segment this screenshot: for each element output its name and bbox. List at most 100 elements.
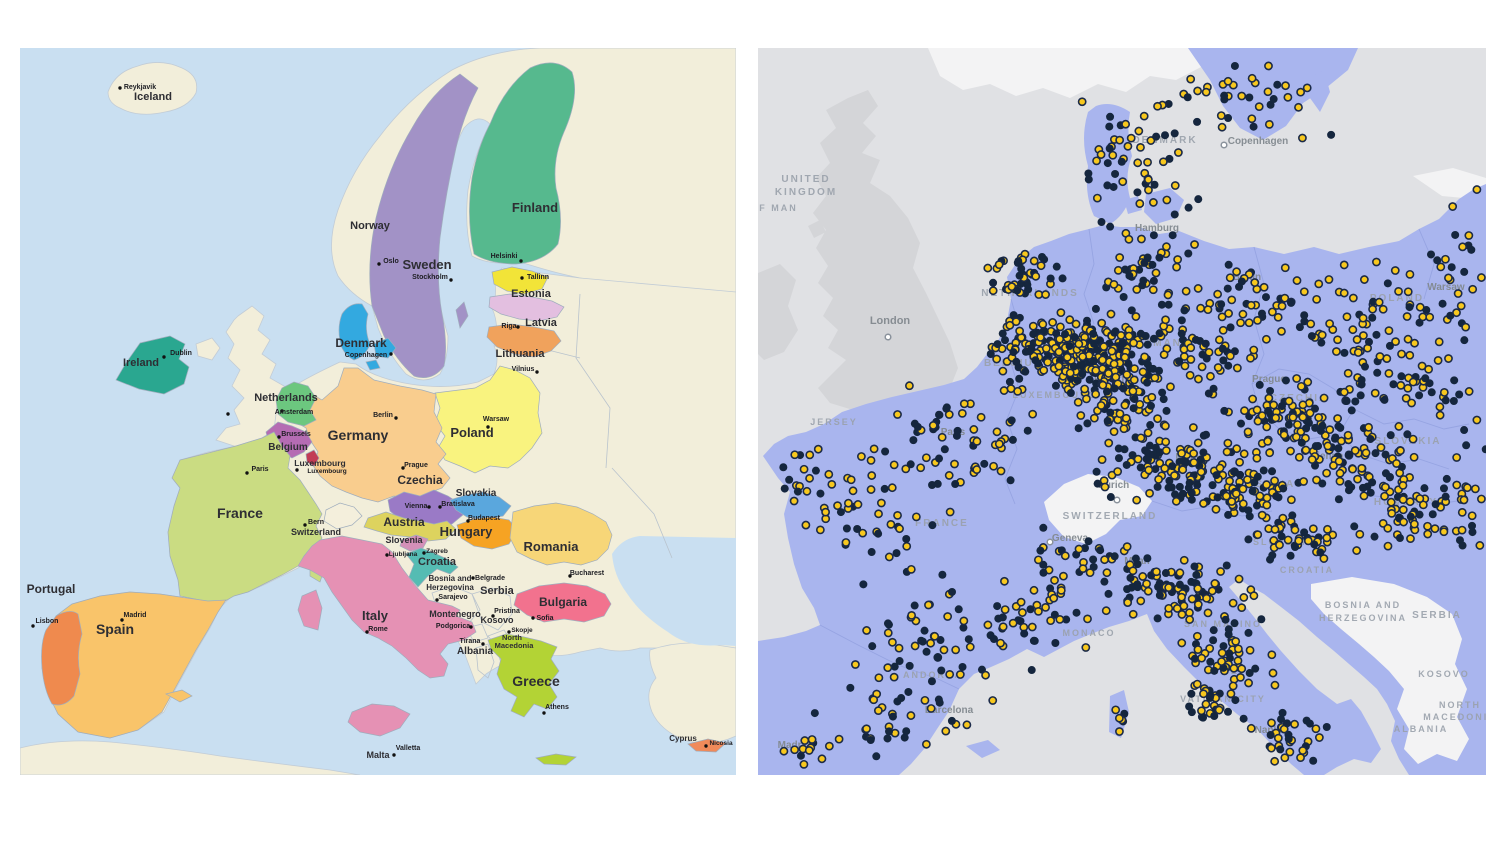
data-point-navy <box>1164 300 1173 309</box>
data-point-yellow <box>1194 374 1203 384</box>
data-point-yellow <box>1243 427 1253 437</box>
data-point-yellow <box>1406 534 1415 544</box>
data-point-yellow <box>1138 367 1148 377</box>
data-point-navy <box>1096 546 1105 555</box>
capital-label-greece: Athens <box>545 704 569 711</box>
data-point-navy <box>1291 542 1300 551</box>
data-point-yellow <box>910 641 920 651</box>
data-point-navy <box>1231 696 1240 705</box>
data-point-navy <box>1244 628 1253 637</box>
data-point-navy <box>1170 210 1179 219</box>
capital-dot-luxembourg <box>295 468 299 472</box>
data-point-yellow <box>1325 425 1335 435</box>
data-point-navy <box>1103 416 1112 425</box>
data-point-navy <box>1212 471 1221 480</box>
data-point-yellow <box>1247 73 1257 83</box>
data-point-navy <box>1244 535 1253 544</box>
data-point-yellow <box>1286 446 1295 456</box>
data-point-yellow <box>1378 304 1388 314</box>
data-point-yellow <box>1128 609 1138 619</box>
data-point-navy <box>1084 537 1093 546</box>
data-point-navy <box>1091 304 1100 313</box>
capital-label-netherlands: Amsterdam <box>275 409 314 416</box>
data-point-yellow <box>1270 525 1280 534</box>
data-point-navy <box>1145 441 1154 450</box>
data-point-navy <box>1268 467 1277 476</box>
data-point-yellow <box>1229 663 1239 673</box>
city-label-hamburg: Hamburg <box>1135 223 1179 234</box>
data-point-yellow <box>1136 433 1146 443</box>
data-point-navy <box>895 657 904 666</box>
capital-dot-germany <box>394 416 398 420</box>
data-point-navy <box>1311 442 1320 451</box>
data-point-yellow <box>1085 568 1095 578</box>
data-point-yellow <box>1322 468 1331 478</box>
data-point-yellow <box>1043 357 1053 367</box>
data-point-yellow <box>1285 747 1295 757</box>
data-point-navy <box>922 647 931 656</box>
data-point-navy <box>1202 354 1211 363</box>
data-point-navy <box>779 463 788 472</box>
capital-label-serbia: Belgrade <box>475 575 505 582</box>
data-point-yellow <box>1078 564 1088 574</box>
data-point-navy <box>1224 625 1233 634</box>
country-label-poland: Poland <box>450 425 493 440</box>
data-point-navy <box>1027 666 1036 675</box>
data-point-yellow <box>950 459 959 469</box>
data-point-navy <box>1084 169 1093 178</box>
data-point-yellow <box>1267 650 1277 660</box>
data-point-yellow <box>1358 313 1368 323</box>
data-point-yellow <box>1100 482 1110 492</box>
city-label-paris: Paris <box>941 427 966 438</box>
data-point-yellow <box>1206 371 1215 381</box>
data-point-navy <box>1085 375 1094 384</box>
capital-label-luxembourg: Luxembourg <box>307 468 346 475</box>
data-point-yellow <box>888 637 897 647</box>
data-point-yellow <box>889 460 899 470</box>
data-point-yellow <box>876 498 886 508</box>
capital-label-austria: Vienna <box>405 503 428 510</box>
data-point-yellow <box>1248 394 1258 404</box>
data-point-yellow <box>895 524 904 534</box>
data-point-navy <box>1150 180 1159 189</box>
data-point-navy <box>868 642 877 651</box>
data-point-yellow <box>834 734 844 744</box>
data-point-navy <box>934 695 943 704</box>
capital-dot-kosovo <box>491 614 495 618</box>
data-point-yellow <box>1467 511 1477 521</box>
rshape-norway <box>928 48 1218 98</box>
data-point-yellow <box>1210 579 1220 588</box>
data-point-yellow <box>1028 409 1038 419</box>
data-point-navy <box>1153 482 1162 491</box>
data-point-navy <box>1074 424 1083 433</box>
capital-label-iceland: Reykjavik <box>124 84 156 91</box>
data-point-yellow <box>1177 592 1186 602</box>
city-marker <box>1046 538 1054 546</box>
data-point-navy <box>1420 484 1429 493</box>
data-point-yellow <box>1359 331 1368 340</box>
country-label-malta: Malta <box>366 750 390 760</box>
data-point-navy <box>1368 313 1377 322</box>
data-point-navy <box>1318 479 1327 488</box>
country-label-norway: Norway <box>350 220 391 232</box>
shape-portugal <box>41 611 83 706</box>
region-label-luxembourg: LUXEMBOURG <box>1013 390 1098 400</box>
city-label-warsaw: Warsaw <box>1427 282 1465 293</box>
data-point-yellow <box>1299 477 1308 486</box>
data-point-yellow <box>1457 525 1467 535</box>
data-point-yellow <box>911 512 921 522</box>
country-label-sweden: Sweden <box>402 257 451 272</box>
data-point-navy <box>1046 274 1055 283</box>
data-point-navy <box>986 349 995 358</box>
data-point-yellow <box>1355 529 1365 539</box>
data-point-yellow <box>1280 293 1290 303</box>
data-point-yellow <box>789 496 799 506</box>
data-point-navy <box>1251 664 1260 673</box>
data-point-yellow <box>1109 280 1119 289</box>
data-point-yellow <box>1100 555 1109 565</box>
shape-germany <box>291 367 451 503</box>
data-point-navy <box>1131 554 1140 563</box>
data-point-yellow <box>1396 380 1406 390</box>
capital-label-hungary: Budapest <box>468 515 501 522</box>
data-point-navy <box>964 635 973 644</box>
